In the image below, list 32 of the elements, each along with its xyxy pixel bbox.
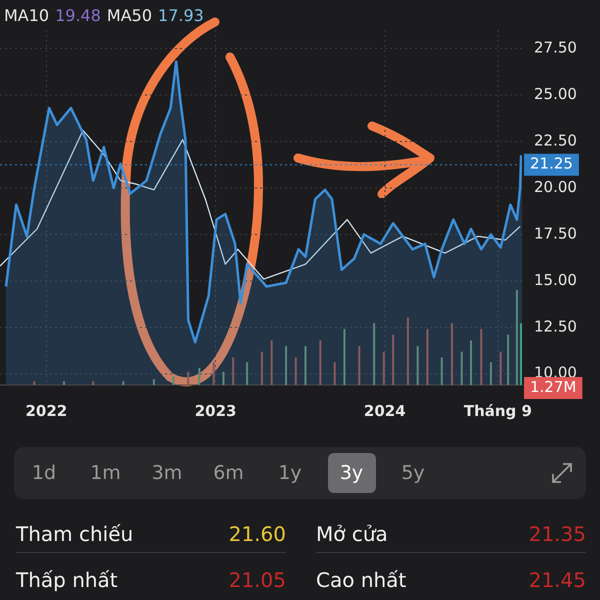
- ref-line-label: 21.25: [530, 154, 573, 173]
- y-tick-label: 27.50: [534, 38, 577, 56]
- text: 3y: [328, 453, 376, 493]
- text: 1y: [277, 461, 303, 486]
- text: MA10: [4, 6, 50, 25]
- y-tick-label: 25.00: [534, 84, 577, 103]
- text: 1d: [30, 461, 58, 486]
- text: 1m: [89, 461, 122, 486]
- text: 21.45: [528, 568, 586, 592]
- text: 21.35: [528, 522, 586, 546]
- y-tick-label: 15.00: [534, 270, 577, 289]
- text: 3m: [150, 461, 184, 486]
- text: 1.27M: [530, 378, 576, 396]
- y-tick-label: 22.50: [534, 131, 577, 150]
- text: Mở cửa: [316, 522, 388, 546]
- text: 5y: [400, 461, 426, 486]
- text: 17.93: [158, 6, 204, 25]
- x-tick-label: 2024: [364, 402, 406, 420]
- x-tick-label: 2022: [25, 402, 68, 420]
- y-tick-label: 17.50: [534, 224, 577, 242]
- text: 21.60: [228, 522, 286, 546]
- text: 19.48: [55, 6, 101, 25]
- y-tick-label: 20.00: [534, 178, 577, 196]
- x-tick-label: Tháng 9: [464, 402, 532, 420]
- y-tick-label: 12.50: [534, 317, 577, 336]
- text: MA50: [106, 6, 152, 25]
- x-tick-label: 2023: [194, 402, 236, 420]
- text: 6m: [212, 461, 245, 486]
- text: Cao nhất: [316, 568, 406, 592]
- text: Tham chiếu: [16, 522, 134, 546]
- text: Thấp nhất: [16, 568, 118, 592]
- text: 21.05: [228, 568, 286, 592]
